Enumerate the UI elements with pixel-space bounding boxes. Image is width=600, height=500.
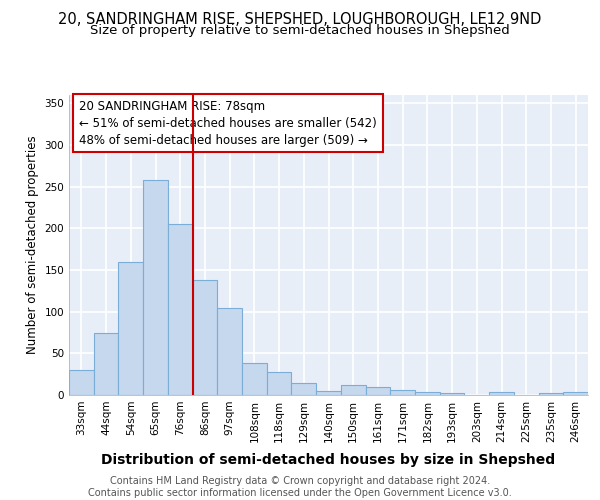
Bar [316,391,341,395]
Bar [563,392,588,395]
Bar [217,308,242,395]
X-axis label: Distribution of semi-detached houses by size in Shepshed: Distribution of semi-detached houses by … [101,453,556,467]
Bar [69,370,94,395]
Text: Size of property relative to semi-detached houses in Shepshed: Size of property relative to semi-detach… [90,24,510,37]
Text: 20, SANDRINGHAM RISE, SHEPSHED, LOUGHBOROUGH, LE12 9ND: 20, SANDRINGHAM RISE, SHEPSHED, LOUGHBOR… [58,12,542,28]
Bar [390,390,415,395]
Bar [94,332,118,395]
Bar [193,280,217,395]
Bar [143,180,168,395]
Bar [365,386,390,395]
Bar [292,382,316,395]
Bar [415,392,440,395]
Y-axis label: Number of semi-detached properties: Number of semi-detached properties [26,136,39,354]
Bar [341,385,365,395]
Bar [242,364,267,395]
Bar [539,392,563,395]
Bar [118,262,143,395]
Text: Contains HM Land Registry data © Crown copyright and database right 2024.
Contai: Contains HM Land Registry data © Crown c… [88,476,512,498]
Bar [168,224,193,395]
Bar [489,392,514,395]
Text: 20 SANDRINGHAM RISE: 78sqm
← 51% of semi-detached houses are smaller (542)
48% o: 20 SANDRINGHAM RISE: 78sqm ← 51% of semi… [79,100,377,146]
Bar [267,372,292,395]
Bar [440,392,464,395]
